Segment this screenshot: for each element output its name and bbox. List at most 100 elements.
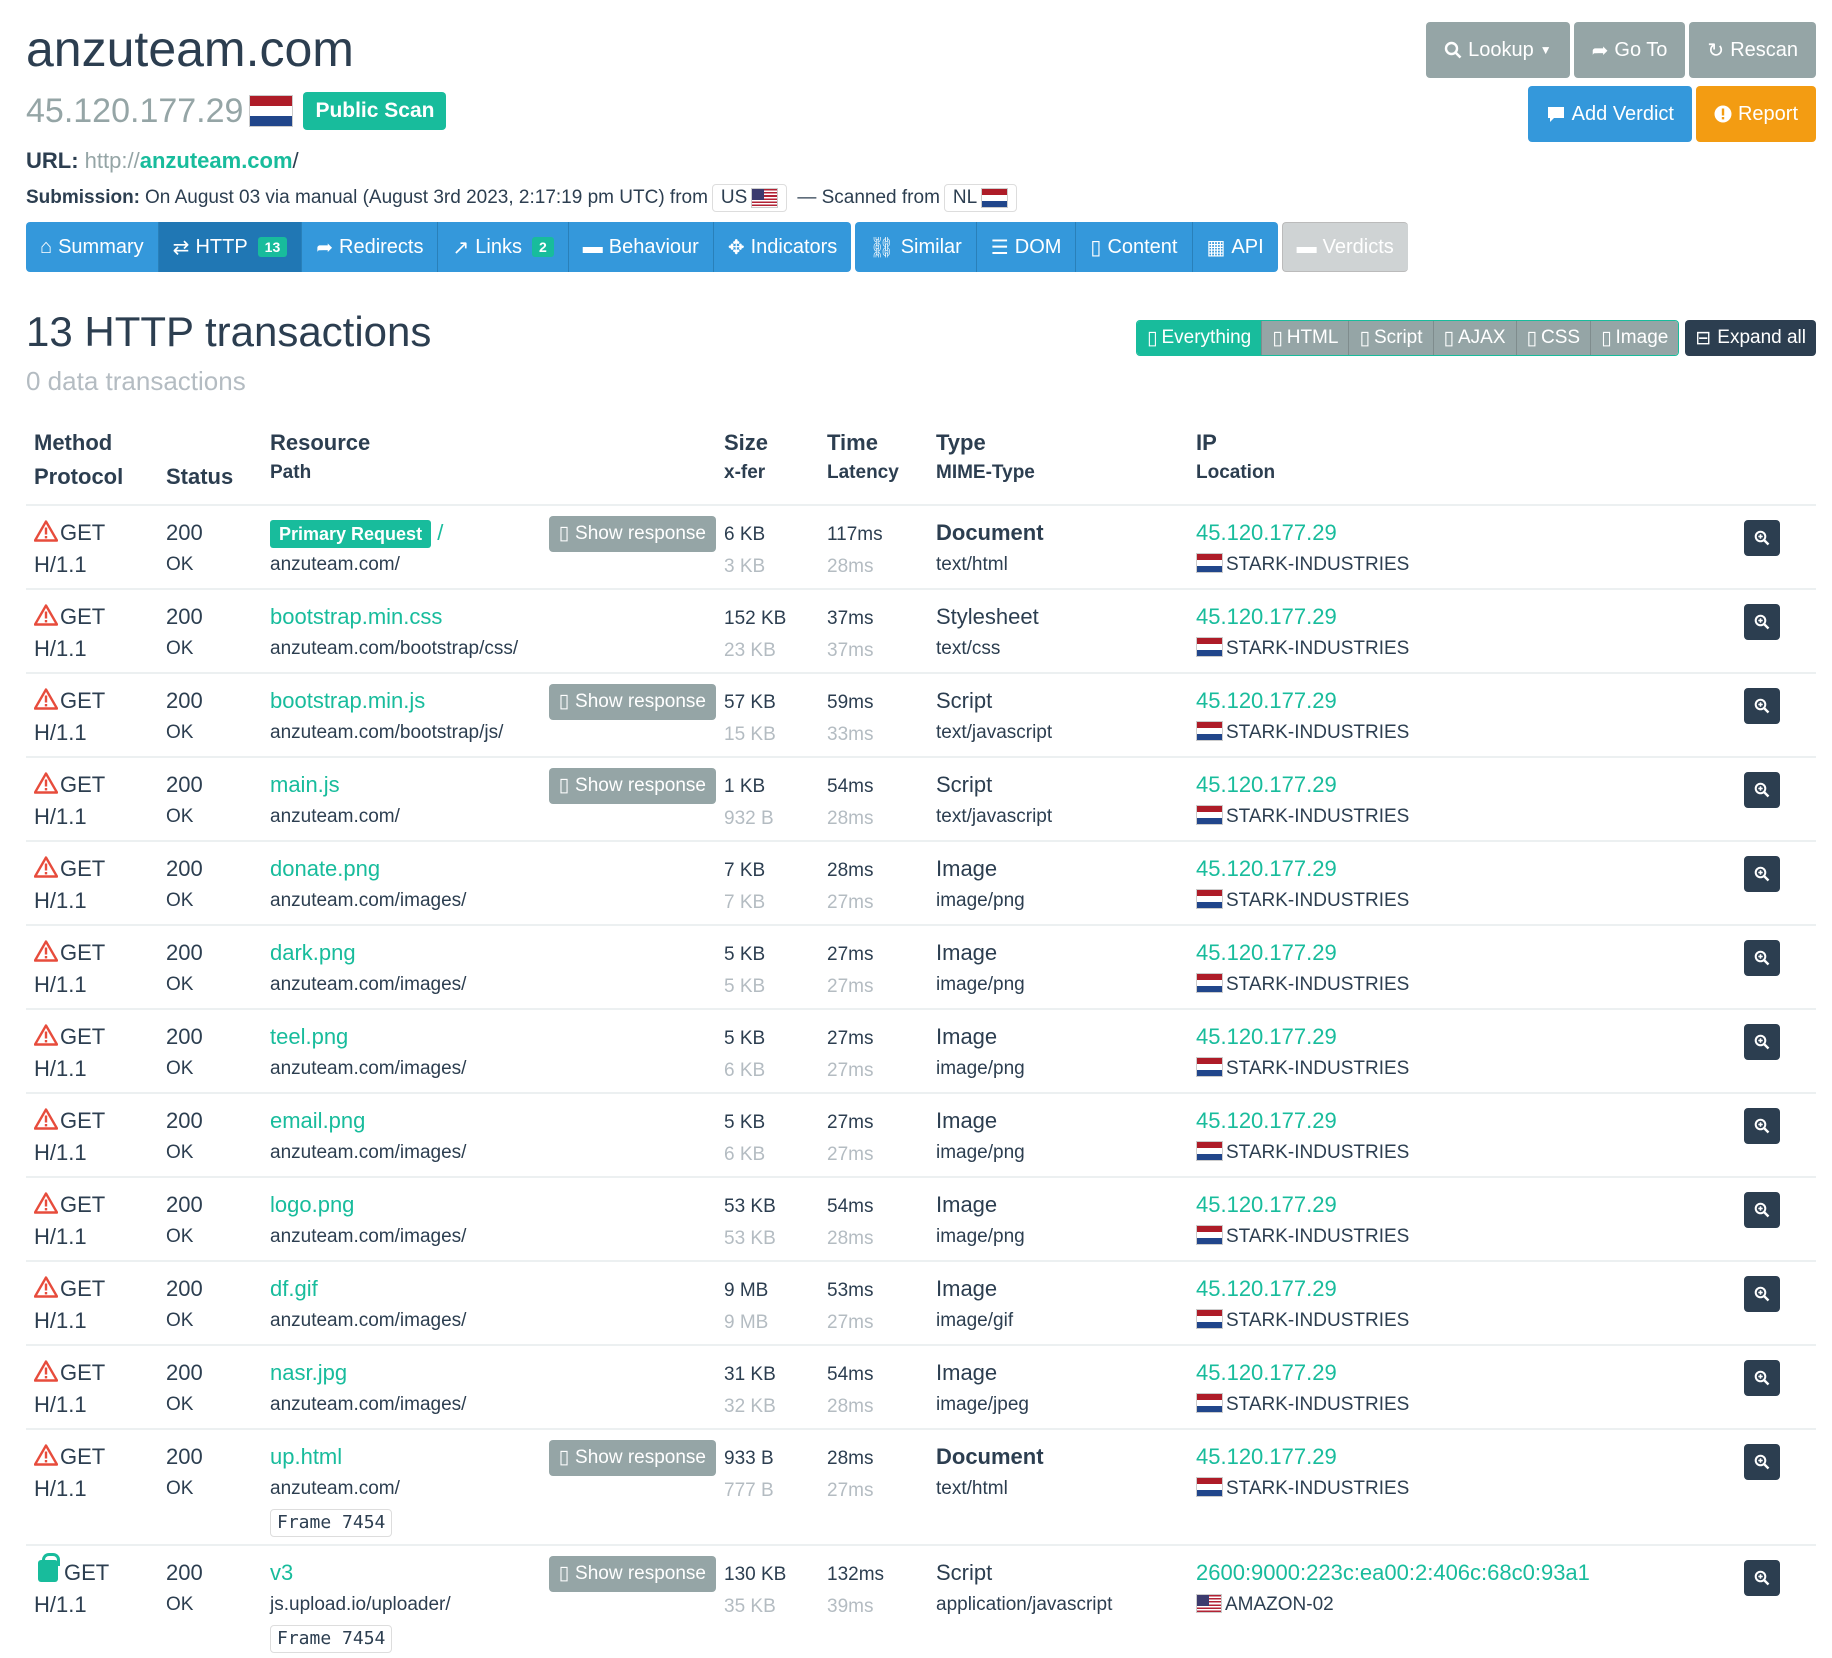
url-scheme[interactable]: http:// bbox=[84, 148, 140, 173]
add-verdict-button[interactable]: Add Verdict bbox=[1527, 86, 1692, 142]
ip-link[interactable]: 45.120.177.29 bbox=[1196, 1276, 1337, 1301]
filter-everything[interactable]: ▯ Everything bbox=[1137, 321, 1263, 355]
details-button[interactable] bbox=[1744, 1192, 1780, 1228]
tab-content-label: Content bbox=[1107, 235, 1178, 258]
show-response-button[interactable]: ▯ Show response bbox=[548, 1556, 716, 1592]
tab-http[interactable]: ⇄ HTTP 13 bbox=[158, 222, 303, 272]
resource-link[interactable]: dark.png bbox=[270, 940, 356, 965]
details-button[interactable] bbox=[1744, 1024, 1780, 1060]
asn-location[interactable]: STARK-INDUSTRIES bbox=[1226, 1142, 1410, 1163]
rescan-button[interactable]: ↻ Rescan bbox=[1689, 22, 1816, 78]
tab-redirects[interactable]: ➦ Redirects bbox=[302, 222, 439, 272]
ip-link[interactable]: 45.120.177.29 bbox=[1196, 604, 1337, 629]
list-icon: ☰ bbox=[990, 236, 1009, 259]
asn-location[interactable]: STARK-INDUSTRIES bbox=[1226, 1058, 1410, 1079]
asn-location[interactable]: STARK-INDUSTRIES bbox=[1226, 1478, 1410, 1499]
resource-link[interactable]: / bbox=[437, 520, 444, 545]
details-button[interactable] bbox=[1744, 940, 1780, 976]
tab-indicators-label: Indicators bbox=[750, 235, 838, 258]
details-button[interactable] bbox=[1744, 688, 1780, 724]
asn-location[interactable]: STARK-INDUSTRIES bbox=[1226, 1394, 1410, 1415]
ip-link[interactable]: 45.120.177.29 bbox=[1196, 1108, 1337, 1133]
details-button[interactable] bbox=[1744, 1108, 1780, 1144]
frame-badge[interactable]: Frame 7454 bbox=[270, 1625, 393, 1653]
ip-link[interactable]: 45.120.177.29 bbox=[1196, 1444, 1337, 1469]
scan-ip[interactable]: 45.120.177.29 bbox=[26, 91, 244, 130]
ip-link[interactable]: 2600:9000:223c:ea00:2:406c:68c0:93a1 bbox=[1196, 1560, 1590, 1585]
filter-image[interactable]: ▯ Image bbox=[1591, 321, 1679, 355]
resource-link[interactable]: main.js bbox=[270, 772, 340, 797]
url-path[interactable]: / bbox=[292, 148, 299, 173]
asn-location[interactable]: STARK-INDUSTRIES bbox=[1226, 638, 1410, 659]
show-response-button[interactable]: ▯ Show response bbox=[548, 1440, 716, 1476]
asn-location[interactable]: STARK-INDUSTRIES bbox=[1226, 1226, 1410, 1247]
resource-link[interactable]: teel.png bbox=[270, 1024, 349, 1049]
asn-location[interactable]: STARK-INDUSTRIES bbox=[1226, 554, 1410, 575]
details-button[interactable] bbox=[1744, 520, 1780, 556]
show-response-button[interactable]: ▯ Show response bbox=[548, 768, 716, 804]
resource-link[interactable]: up.html bbox=[270, 1444, 343, 1469]
resource-path: anzuteam.com/images/ bbox=[270, 974, 467, 995]
asn-location[interactable]: STARK-INDUSTRIES bbox=[1226, 974, 1410, 995]
status-text: OK bbox=[166, 1310, 194, 1331]
show-response-button[interactable]: ▯ Show response bbox=[548, 684, 716, 720]
asn-location[interactable]: STARK-INDUSTRIES bbox=[1226, 722, 1410, 743]
details-button[interactable] bbox=[1744, 772, 1780, 808]
resource-link[interactable]: bootstrap.min.css bbox=[270, 604, 443, 629]
filter-css[interactable]: ▯ CSS bbox=[1516, 321, 1592, 355]
details-button[interactable] bbox=[1744, 856, 1780, 892]
details-button[interactable] bbox=[1744, 1360, 1780, 1396]
ip-link[interactable]: 45.120.177.29 bbox=[1196, 772, 1337, 797]
tab-dom[interactable]: ☰ DOM bbox=[976, 222, 1077, 272]
resource-link[interactable]: v3 bbox=[270, 1560, 294, 1585]
resource-link[interactable]: nasr.jpg bbox=[270, 1360, 348, 1385]
tab-links[interactable]: ↗ Links 2 bbox=[438, 222, 569, 272]
ip-link[interactable]: 45.120.177.29 bbox=[1196, 1192, 1337, 1217]
latency: 27ms bbox=[827, 892, 874, 913]
resource-link[interactable]: donate.png bbox=[270, 856, 381, 881]
tab-verdicts[interactable]: ▬ Verdicts bbox=[1281, 222, 1408, 272]
goto-button[interactable]: ➦ Go To bbox=[1573, 22, 1686, 78]
tab-similar[interactable]: ⛓ Similar bbox=[855, 222, 977, 272]
filter-ajax[interactable]: ▯ AJAX bbox=[1433, 321, 1517, 355]
report-button[interactable]: Report bbox=[1695, 86, 1816, 142]
file-icon: ▯ bbox=[1443, 327, 1454, 349]
lookup-button[interactable]: Lookup ▼ bbox=[1426, 22, 1570, 78]
url-domain[interactable]: anzuteam.com bbox=[139, 148, 293, 173]
show-response-button[interactable]: ▯ Show response bbox=[548, 516, 716, 552]
ip-link[interactable]: 45.120.177.29 bbox=[1196, 688, 1337, 713]
asn-location[interactable]: AMAZON-02 bbox=[1225, 1594, 1334, 1615]
tab-behaviour[interactable]: ▬ Behaviour bbox=[568, 222, 714, 272]
details-button[interactable] bbox=[1744, 1276, 1780, 1312]
submission-country-chip[interactable]: US bbox=[711, 184, 788, 212]
ip-cell: 45.120.177.29 STARK-INDUSTRIES bbox=[1188, 924, 1736, 1009]
header-type: Type bbox=[936, 430, 986, 455]
asn-location[interactable]: STARK-INDUSTRIES bbox=[1226, 890, 1410, 911]
expand-all-button[interactable]: ⊟ Expand all bbox=[1685, 320, 1816, 356]
asn-location[interactable]: STARK-INDUSTRIES bbox=[1226, 806, 1410, 827]
ip-link[interactable]: 45.120.177.29 bbox=[1196, 1360, 1337, 1385]
details-button[interactable] bbox=[1744, 604, 1780, 640]
resource-link[interactable]: email.png bbox=[270, 1108, 366, 1133]
details-button[interactable] bbox=[1744, 1444, 1780, 1480]
tab-content[interactable]: ▯ Content bbox=[1076, 222, 1193, 272]
method: GET bbox=[60, 772, 106, 797]
resource-link[interactable]: logo.png bbox=[270, 1192, 355, 1217]
details-button[interactable] bbox=[1744, 1560, 1780, 1596]
scanned-country-chip[interactable]: NL bbox=[943, 184, 1018, 212]
tab-api[interactable]: ▦ API bbox=[1192, 222, 1278, 272]
ip-link[interactable]: 45.120.177.29 bbox=[1196, 856, 1337, 881]
frame-badge[interactable]: Frame 7454 bbox=[270, 1509, 393, 1537]
resource-link[interactable]: bootstrap.min.js bbox=[270, 688, 426, 713]
tab-indicators[interactable]: ✥ Indicators bbox=[713, 222, 852, 272]
filter-html[interactable]: ▯ HTML bbox=[1262, 321, 1350, 355]
ip-link[interactable]: 45.120.177.29 bbox=[1196, 940, 1337, 965]
time-cell: 54ms 28ms bbox=[819, 1344, 928, 1429]
asn-location[interactable]: STARK-INDUSTRIES bbox=[1226, 1310, 1410, 1331]
resource-link[interactable]: df.gif bbox=[270, 1276, 318, 1301]
ip-link[interactable]: 45.120.177.29 bbox=[1196, 1024, 1337, 1049]
xfer-size: 777 B bbox=[724, 1480, 774, 1501]
filter-script[interactable]: ▯ Script bbox=[1349, 321, 1434, 355]
ip-link[interactable]: 45.120.177.29 bbox=[1196, 520, 1337, 545]
tab-summary[interactable]: ⌂ Summary bbox=[26, 222, 159, 272]
